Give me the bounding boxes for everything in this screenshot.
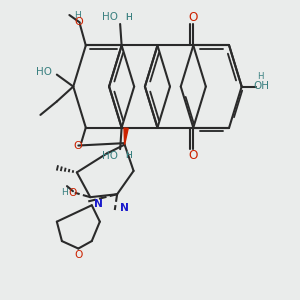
Text: H: H	[61, 188, 68, 196]
Text: O: O	[189, 11, 198, 24]
Text: N: N	[94, 199, 103, 209]
Polygon shape	[124, 128, 128, 145]
Text: H: H	[74, 11, 81, 20]
Text: O: O	[68, 188, 76, 198]
Text: H: H	[257, 72, 264, 81]
Text: H: H	[125, 151, 132, 160]
Text: N: N	[120, 203, 129, 213]
Text: HO: HO	[102, 12, 118, 22]
Text: H: H	[125, 13, 132, 22]
Text: OH: OH	[254, 81, 270, 91]
Text: H: H	[125, 13, 132, 22]
Text: HO: HO	[36, 67, 52, 77]
Text: H: H	[125, 151, 132, 160]
Text: O: O	[75, 17, 83, 28]
Text: O: O	[74, 250, 82, 260]
Text: O: O	[189, 149, 198, 162]
Text: O: O	[74, 141, 82, 151]
Text: HO: HO	[102, 151, 118, 161]
